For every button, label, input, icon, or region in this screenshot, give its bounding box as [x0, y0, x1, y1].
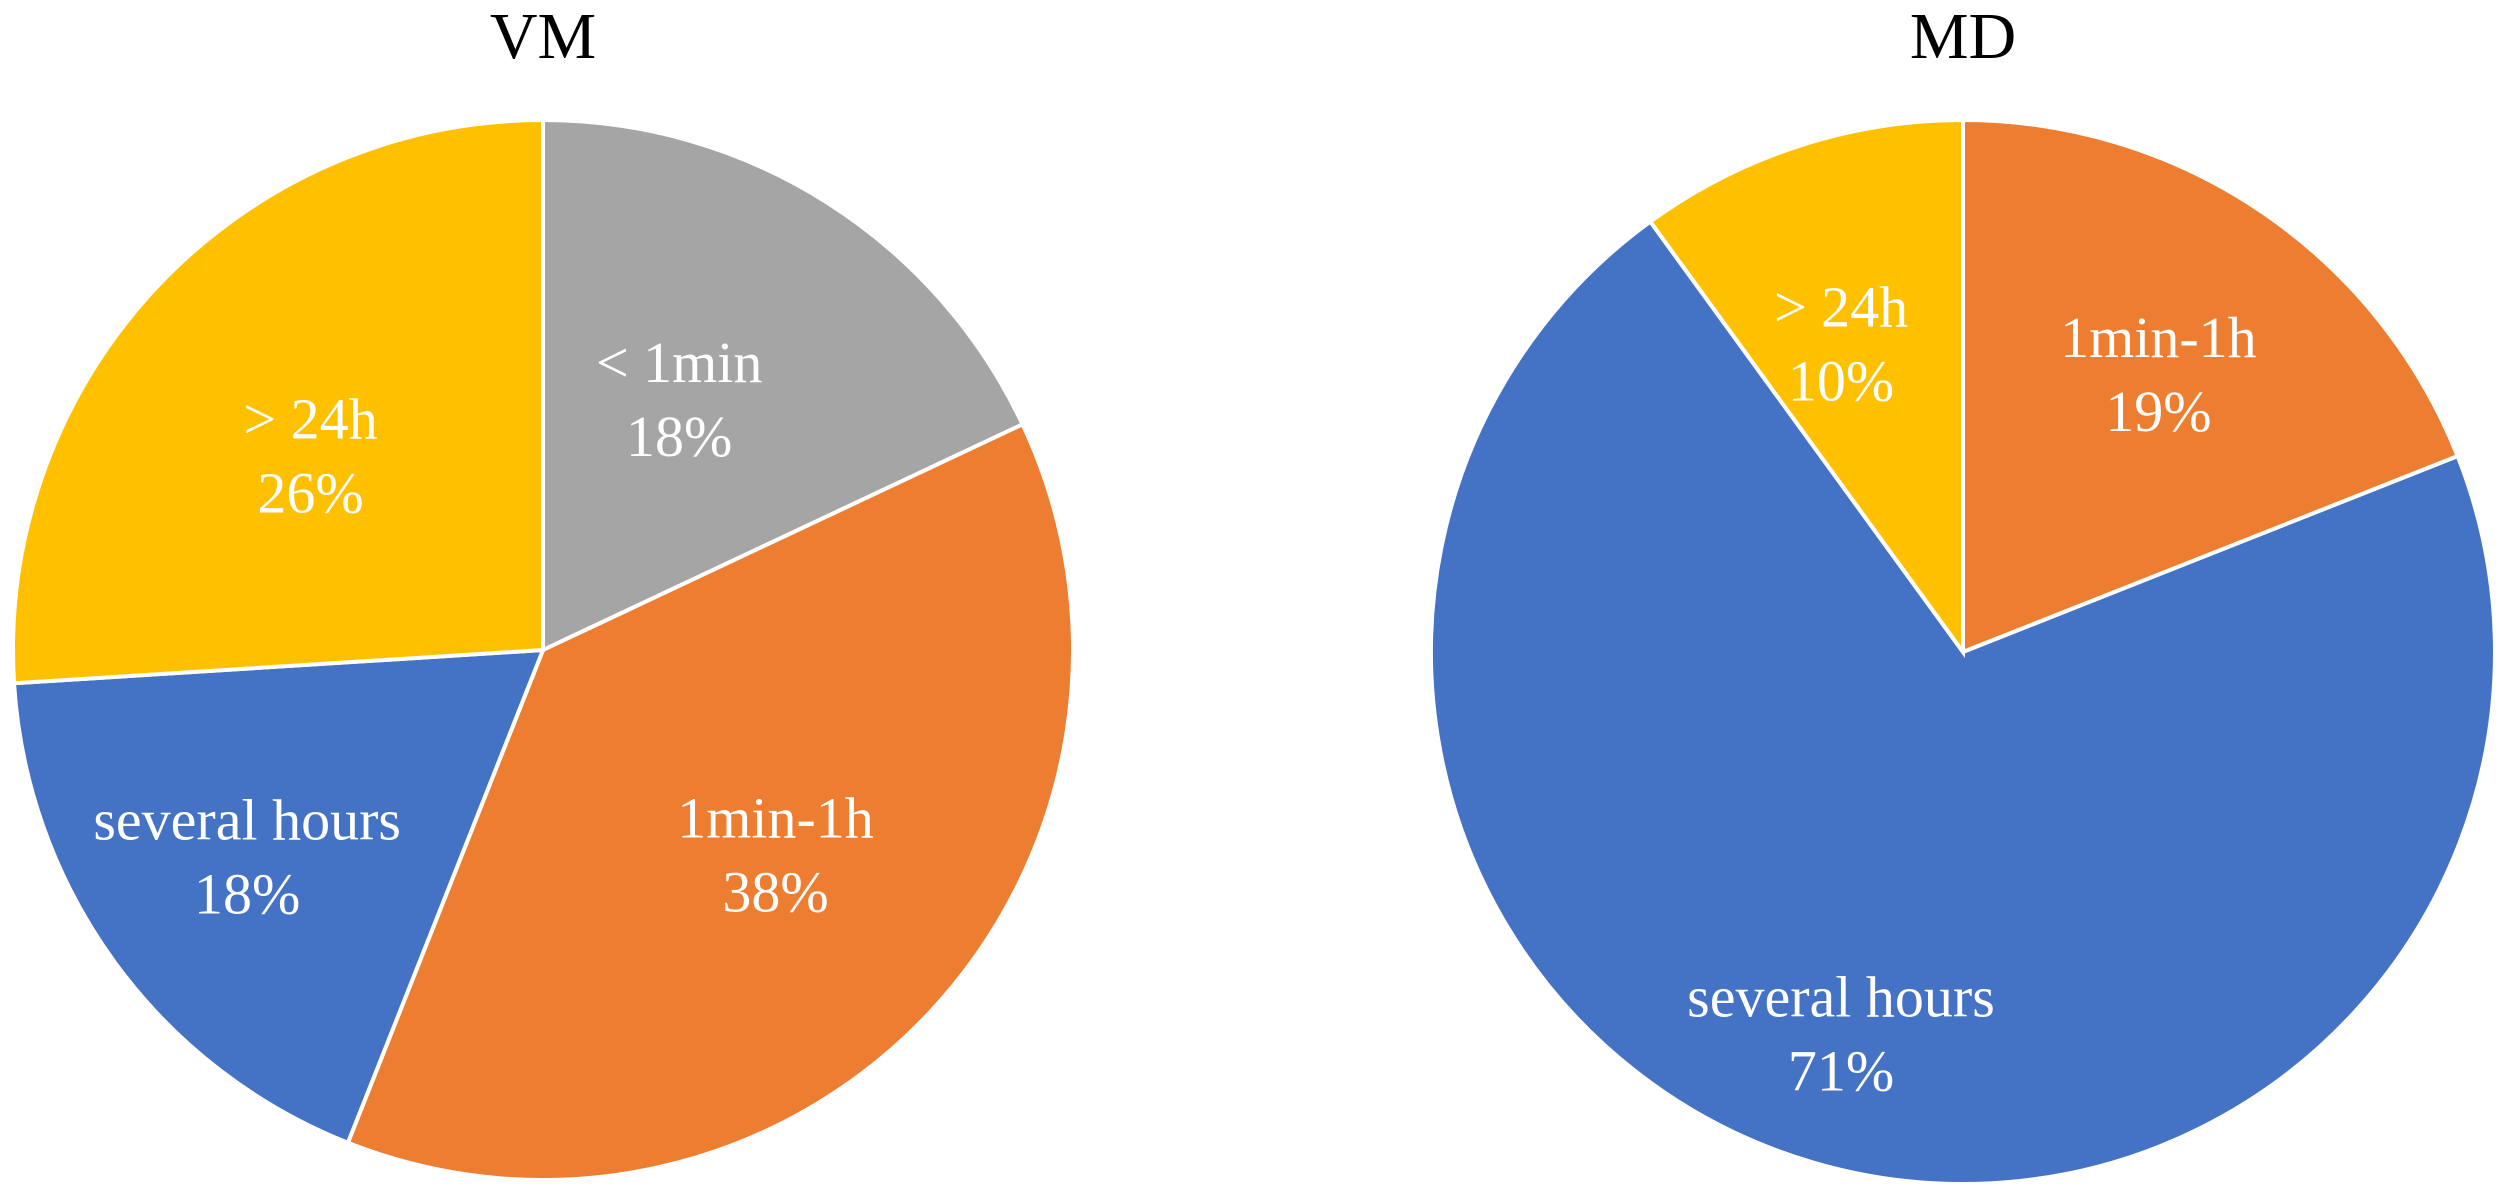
pie-slice-several-hours	[11, 647, 547, 1146]
slice-value-several-hours: 18%	[194, 861, 300, 926]
pie-slice-1min-1h	[1961, 117, 2461, 655]
slice-label-24h: > 24h	[1774, 274, 1908, 339]
slice-value-several-hours: 71%	[1788, 1039, 1894, 1104]
slice-label-1min-1h: 1min-1h	[2060, 305, 2257, 370]
chart-title: MD	[1910, 0, 2016, 73]
slice-label-several-hours: several hours	[93, 787, 401, 852]
slice-value-1min: 18%	[626, 404, 732, 469]
pie-slice-1min-1h	[345, 421, 1075, 1182]
slice-label-several-hours: several hours	[1687, 965, 1995, 1030]
pie-slice-24h	[11, 117, 545, 686]
chart-title: VM	[490, 0, 596, 73]
slice-value-1min-1h: 19%	[2105, 379, 2211, 444]
slice-value-24h: 26%	[257, 460, 363, 525]
slice-value-24h: 10%	[1788, 348, 1894, 413]
pie-slice-1min	[541, 117, 1026, 654]
pie-slice-24h	[1647, 117, 1965, 659]
pie-slice-several-hours	[1429, 218, 2497, 1186]
slice-label-1min: < 1min	[596, 330, 762, 395]
slice-label-24h: > 24h	[243, 386, 377, 451]
pie-chart-md: MD 1min-1h 19% several hours 71% > 24h 10%	[1429, 0, 2497, 1186]
slice-label-1min-1h: 1min-1h	[677, 786, 874, 851]
slice-value-1min-1h: 38%	[722, 860, 828, 925]
pie-chart-vm: VM < 1min 18% 1min-1h 38% several hours 18% > 2…	[11, 0, 1075, 1182]
